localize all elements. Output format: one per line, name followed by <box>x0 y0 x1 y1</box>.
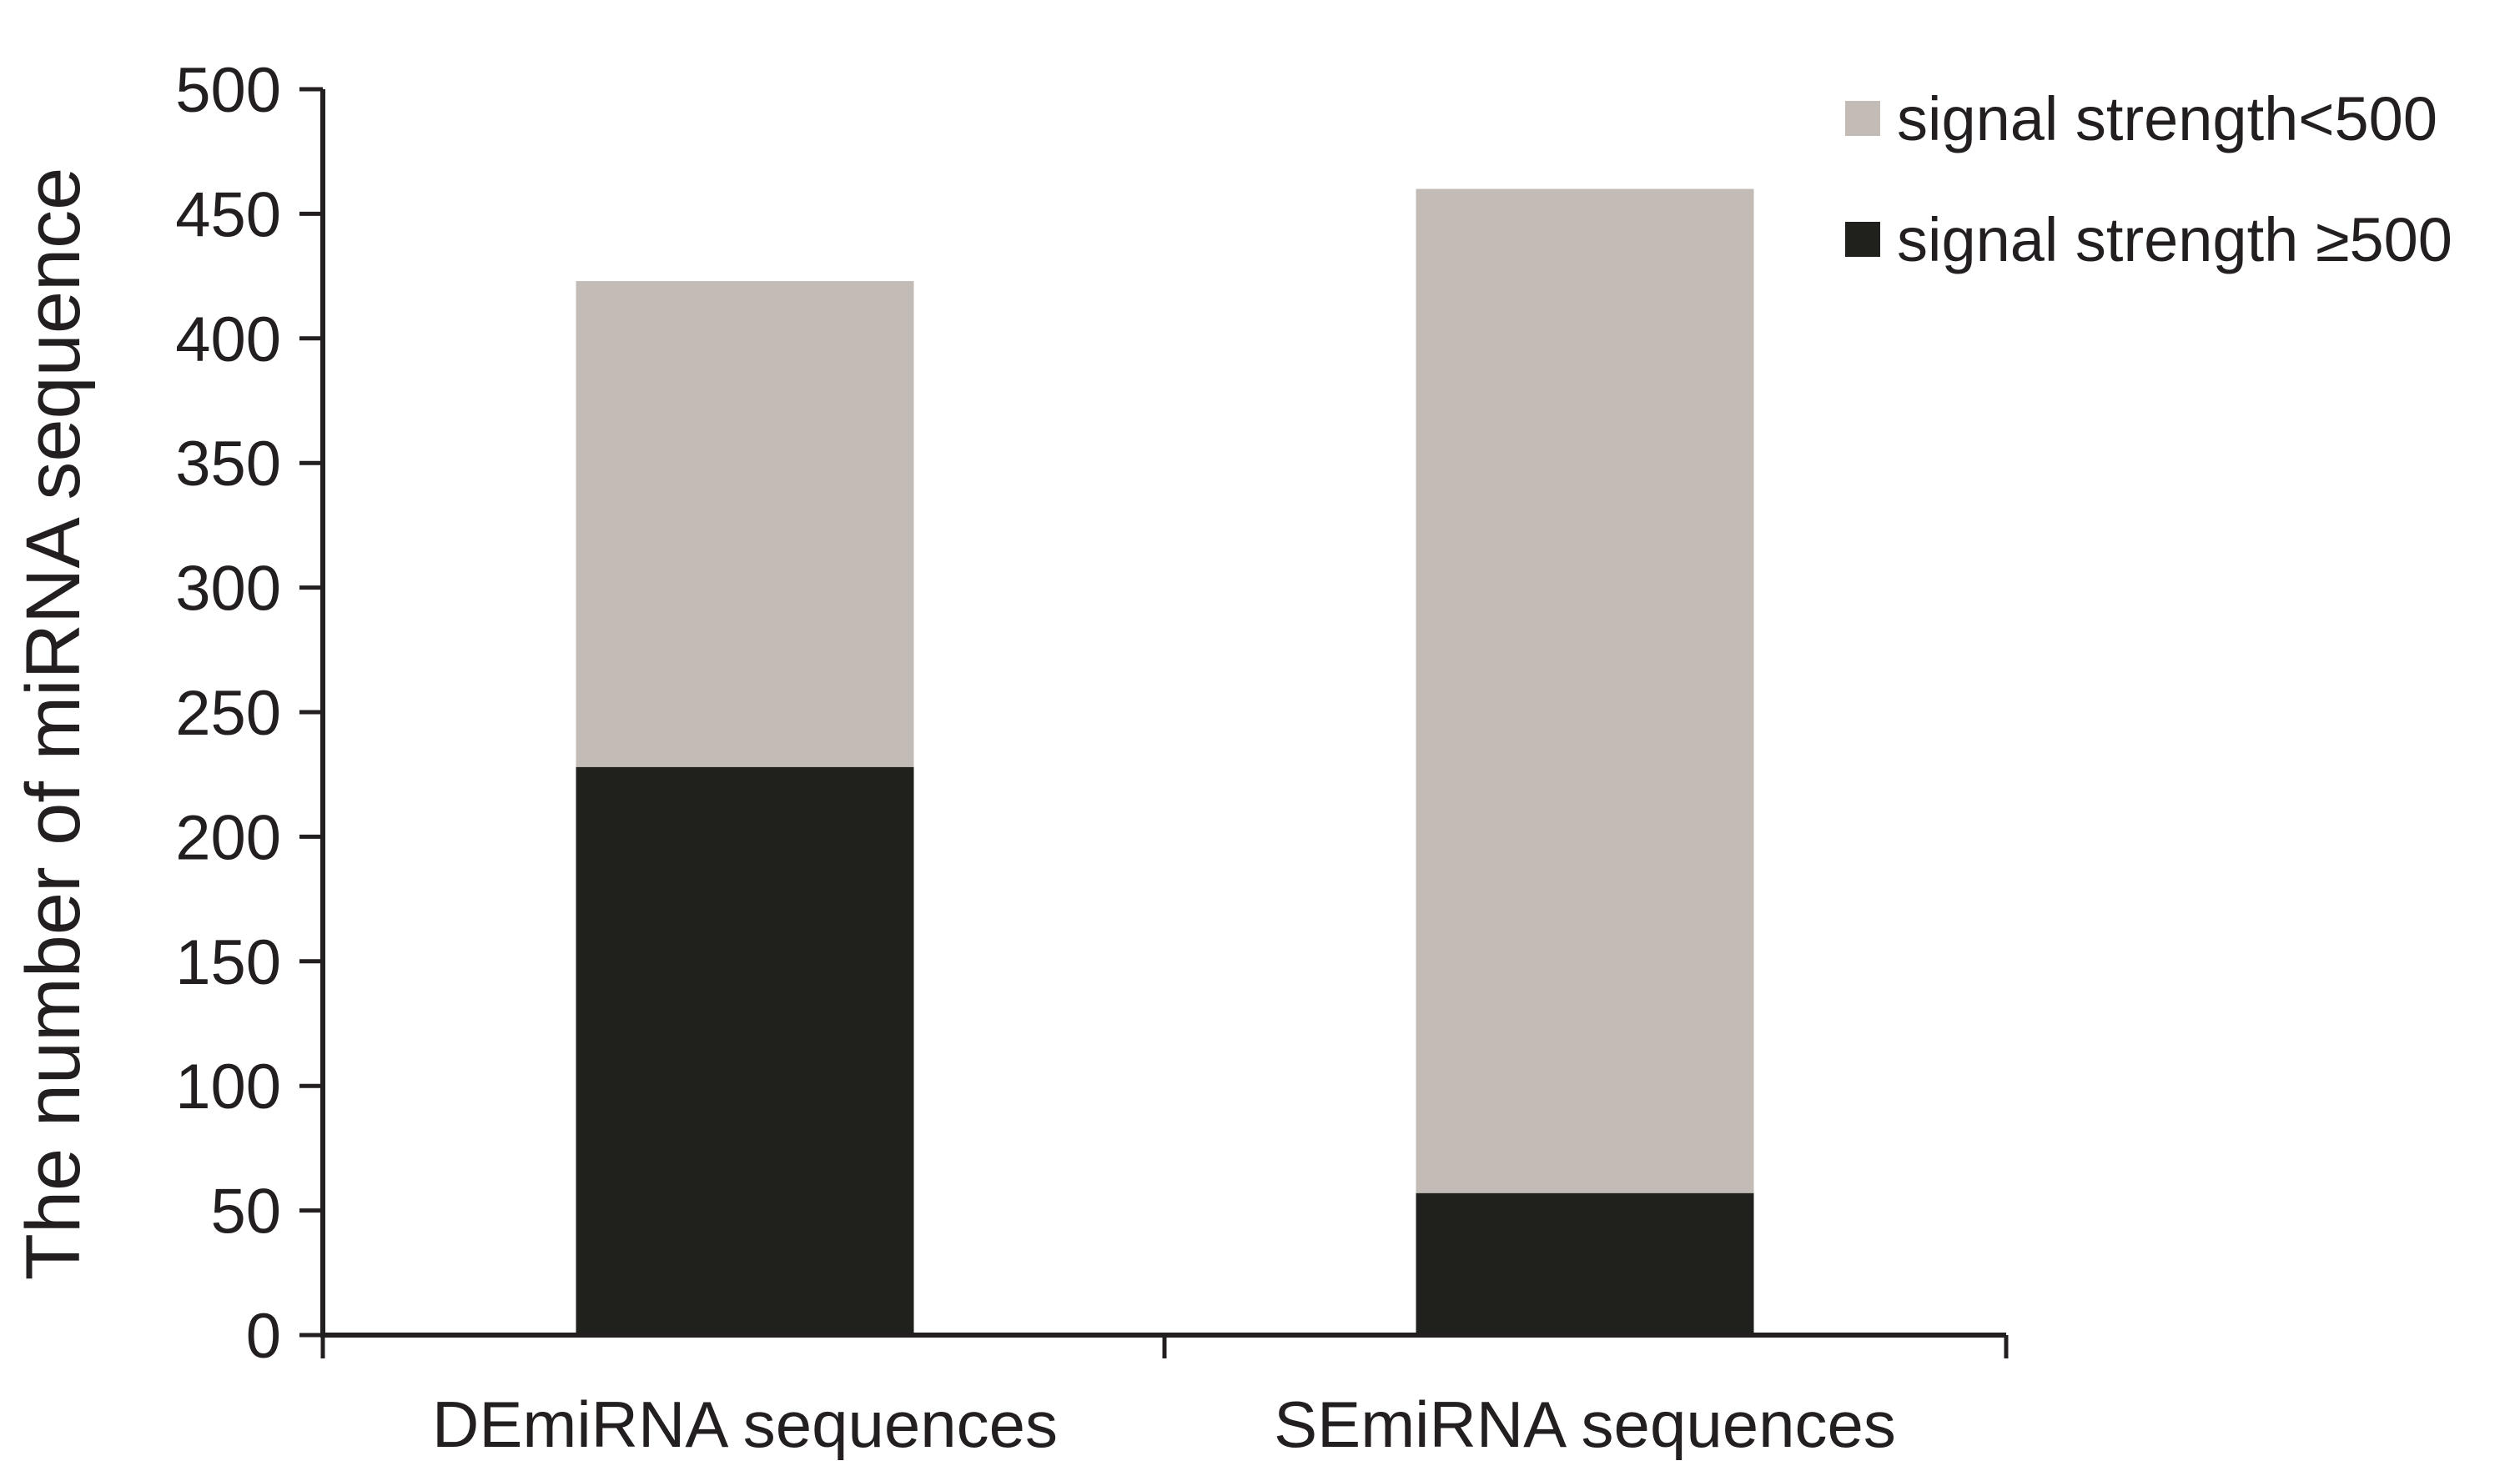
y-tick-label: 250 <box>175 678 281 749</box>
y-tick-label: 150 <box>175 927 281 998</box>
bar-segment <box>576 766 914 1335</box>
y-tick-label: 500 <box>175 55 281 126</box>
y-tick-label: 350 <box>175 429 281 500</box>
y-axis-title: The number of miRNA sequence <box>11 168 96 1281</box>
y-tick-label: 400 <box>175 304 281 375</box>
y-axis-title-group: The number of miRNA sequence <box>11 168 96 1281</box>
y-tick-label: 450 <box>175 179 281 250</box>
bar-segment <box>576 281 914 767</box>
y-tick-label: 50 <box>210 1177 281 1248</box>
x-category-label: DEmiRNA sequences <box>432 1388 1058 1461</box>
legend-label: signal strength<500 <box>1897 84 2437 153</box>
y-axis-ticks: 0 50 100 150 200 250 300 350 400 450 500 <box>175 55 323 1372</box>
legend: signal strength<500 signal strength ≥500 <box>1845 84 2452 274</box>
y-tick-label: 0 <box>246 1301 281 1372</box>
legend-label: signal strength ≥500 <box>1897 205 2452 274</box>
x-axis-ticks <box>320 1335 2009 1358</box>
legend-swatch <box>1845 222 1880 257</box>
bars <box>576 188 1754 1335</box>
y-tick-label: 200 <box>175 802 281 873</box>
bar-segment <box>1416 1192 1754 1335</box>
y-tick-label: 300 <box>175 554 281 625</box>
category-labels: DEmiRNA sequences SEmiRNA sequences <box>432 1388 1896 1461</box>
legend-swatch <box>1845 101 1880 136</box>
y-tick-label: 100 <box>175 1052 281 1122</box>
bar-segment <box>1416 188 1754 1193</box>
x-category-label: SEmiRNA sequences <box>1274 1388 1896 1461</box>
